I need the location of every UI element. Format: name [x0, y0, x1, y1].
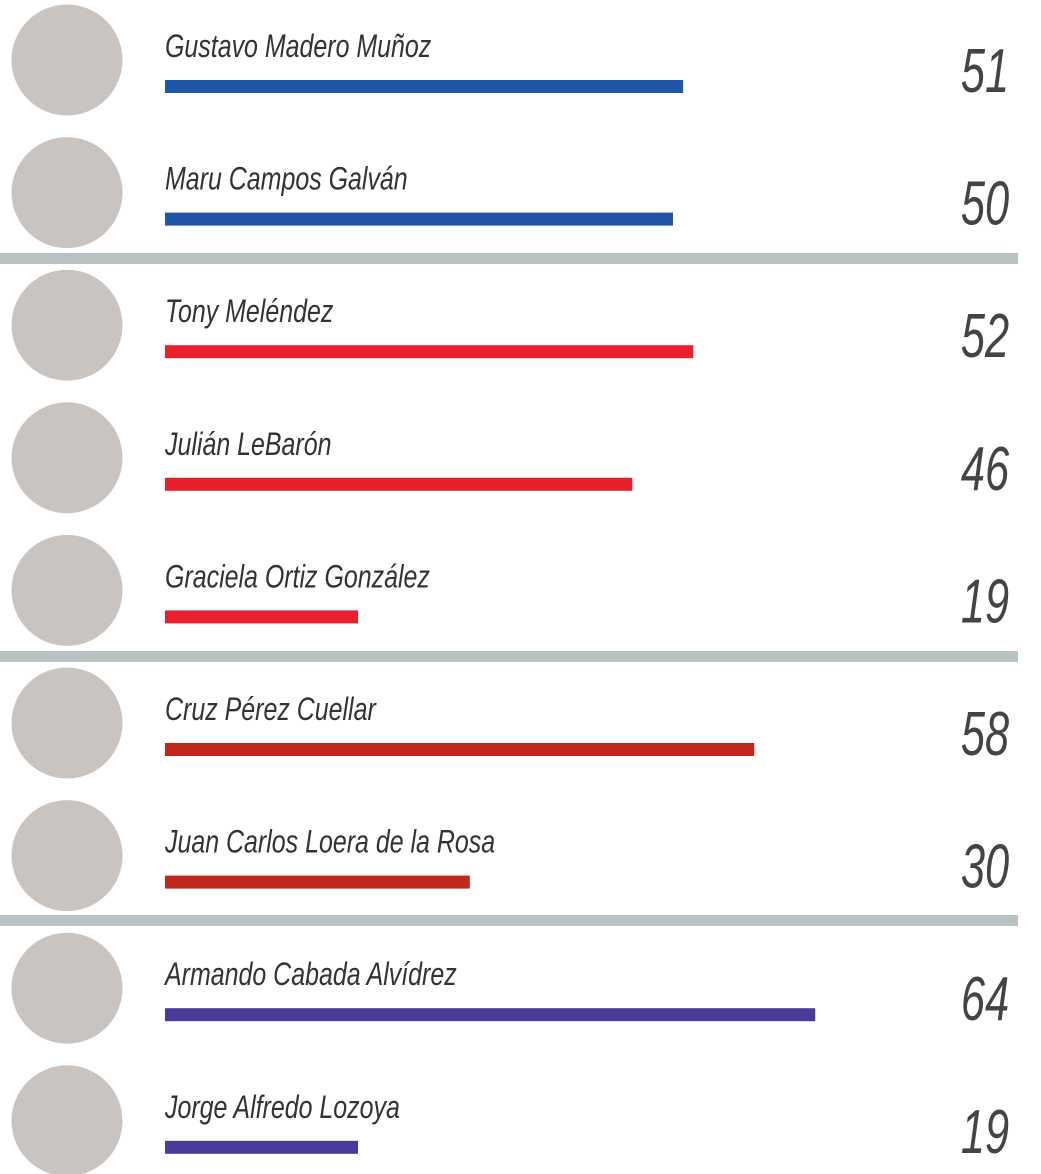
candidate-photo [10, 136, 124, 250]
candidate-photo [10, 799, 124, 913]
group-separator [0, 253, 1018, 264]
candidate-name: Juan Carlos Loera de la Rosa [164, 825, 495, 861]
value-label: 58 [961, 701, 1009, 769]
value-label: 64 [961, 966, 1009, 1034]
chart: Gustavo Madero Muñoz 51 Maru Campos Galván… [0, 0, 1041, 1174]
bar [165, 610, 358, 623]
candidate-photo [10, 401, 124, 515]
value-label: 52 [961, 303, 1009, 371]
candidate-name: Maru Campos Galván [165, 162, 408, 198]
bar [165, 1008, 815, 1021]
candidate-photo [10, 533, 124, 647]
candidate-photo [10, 268, 124, 382]
bar [165, 80, 683, 93]
page: Gustavo Madero Muñoz 51 Maru Campos Galván… [0, 0, 1041, 1174]
candidate-name: Graciela Ortiz González [165, 560, 430, 596]
candidate-name: Armando Cabada Alvídrez [163, 957, 456, 993]
candidate-name: Julián LeBarón [164, 427, 331, 463]
value-label: 50 [961, 170, 1009, 238]
group-separator [0, 651, 1018, 662]
candidate-photo [10, 1064, 124, 1174]
bar [165, 743, 754, 756]
bar [165, 1141, 358, 1154]
bar [165, 213, 673, 226]
value-label: 51 [961, 38, 1009, 106]
value-label: 19 [961, 1098, 1009, 1166]
bar [165, 478, 632, 491]
candidate-photo [10, 3, 124, 117]
candidate-photo [10, 931, 124, 1045]
candidate-name: Gustavo Madero Muñoz [165, 29, 431, 65]
bar [165, 345, 693, 358]
value-label: 46 [961, 435, 1009, 503]
candidate-name: Jorge Alfredo Lozoya [164, 1090, 400, 1126]
candidate-photo [10, 666, 124, 780]
value-label: 19 [961, 568, 1009, 636]
group-separator [0, 915, 1018, 926]
bar [165, 876, 470, 889]
candidate-name: Tony Meléndez [165, 294, 333, 330]
candidate-name: Cruz Pérez Cuellar [165, 692, 377, 728]
value-label: 30 [961, 833, 1009, 901]
